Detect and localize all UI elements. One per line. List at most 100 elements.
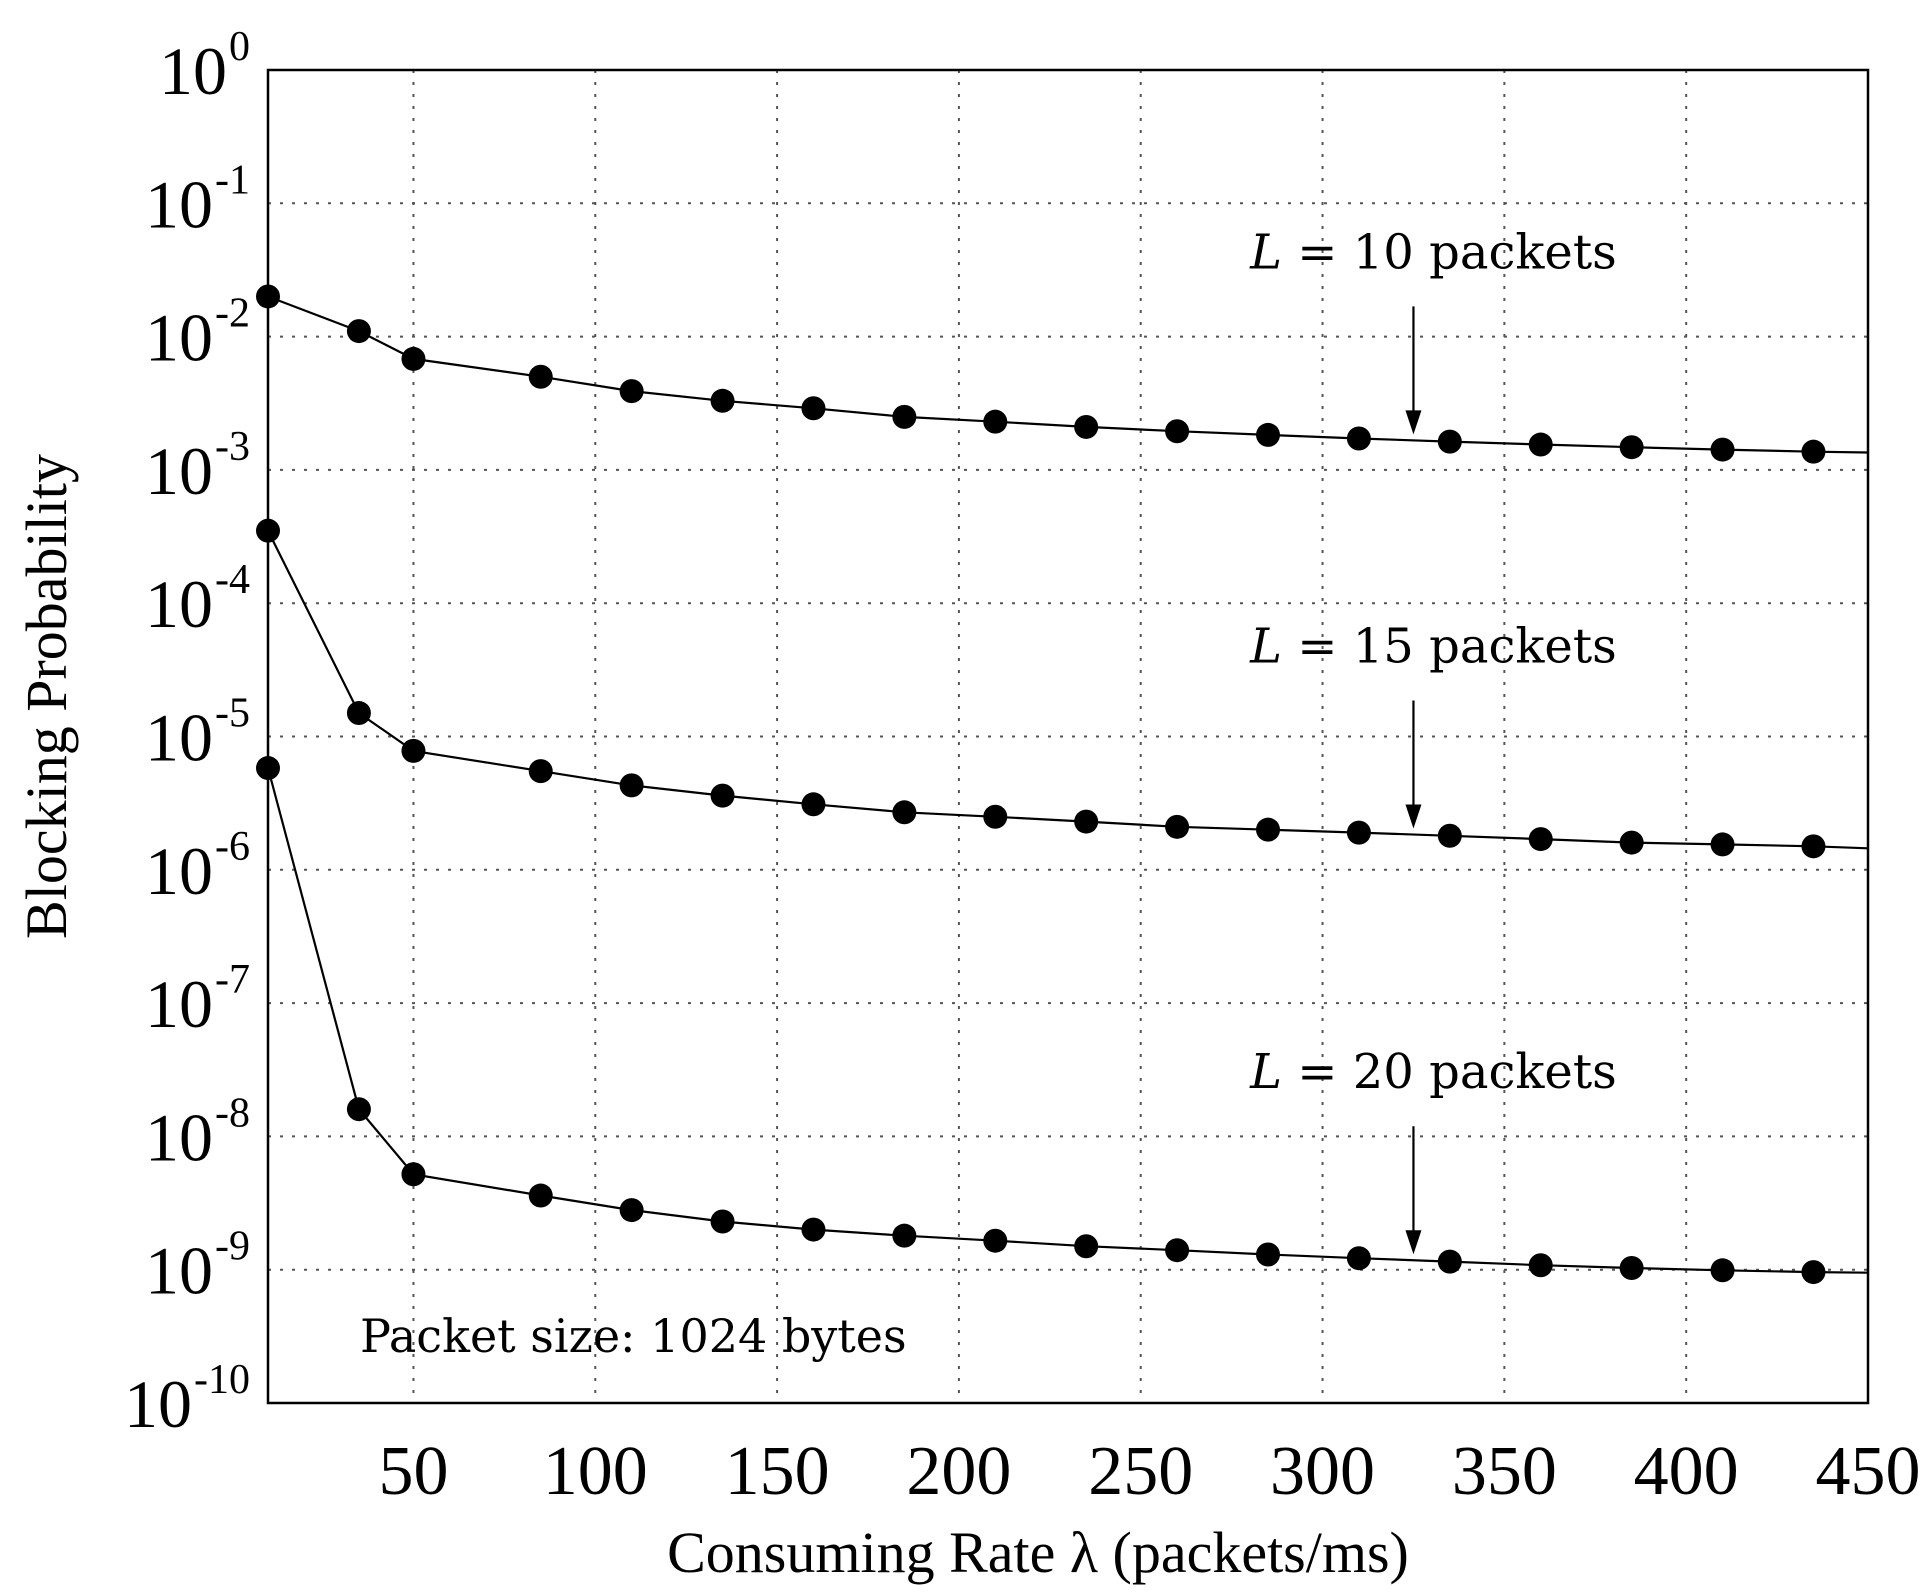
data-point [619, 379, 644, 404]
data-point [710, 388, 735, 413]
data-point [256, 284, 280, 309]
data-point [401, 1162, 426, 1187]
annotation-text: = 10 packets [1282, 224, 1617, 280]
data-point [1437, 1249, 1462, 1274]
data-point [1256, 422, 1280, 447]
y-tick-label: 10-3 [145, 424, 250, 509]
data-point [892, 1223, 917, 1248]
data-point [619, 773, 644, 798]
grid-lines [268, 70, 1868, 1403]
y-tick-base: 10 [145, 1099, 213, 1175]
y-tick-exponent: -8 [215, 1090, 250, 1136]
plot-area-frame [266, 68, 1870, 1405]
y-tick-label: 10-2 [145, 291, 250, 376]
data-point [401, 738, 426, 763]
y-tick-label: 10-9 [145, 1224, 250, 1309]
y-tick-label: 10-7 [145, 957, 250, 1042]
data-point [1165, 814, 1190, 839]
y-tick-base: 10 [145, 300, 213, 376]
y-tick-base: 10 [145, 700, 213, 776]
data-point [983, 804, 1008, 829]
y-tick-label: 10-4 [145, 557, 250, 642]
data-point [892, 800, 917, 825]
data-point [528, 759, 553, 784]
x-tick-label: 150 [725, 1433, 830, 1510]
data-point [1528, 1253, 1553, 1278]
data-point [401, 346, 426, 371]
data-point [528, 1183, 553, 1208]
data-point [1801, 439, 1826, 464]
data-point [1528, 827, 1553, 852]
x-tick-label: 400 [1634, 1433, 1739, 1510]
data-point [1619, 1255, 1644, 1280]
data-point [256, 756, 280, 781]
x-tick-label: 100 [543, 1433, 648, 1510]
y-tick-exponent: -5 [215, 691, 250, 737]
y-tick-exponent: -7 [215, 957, 250, 1003]
y-tick-exponent: -10 [194, 1357, 250, 1403]
y-tick-exponent: 0 [229, 24, 250, 70]
y-tick-label: 10-8 [145, 1090, 250, 1175]
y-tick-base: 10 [145, 166, 213, 242]
y-tick-base: 10 [145, 433, 213, 509]
annotation-arrow-head [1405, 804, 1422, 829]
y-tick-exponent: -2 [215, 291, 250, 337]
y-tick-exponent: -9 [215, 1224, 250, 1270]
data-point [1619, 435, 1644, 460]
annotation-label: L = 20 packets [1249, 1044, 1617, 1100]
annotation-label: L = 15 packets [1249, 619, 1617, 675]
y-tick-base: 10 [124, 1366, 192, 1442]
data-point [801, 792, 826, 817]
data-point [1710, 437, 1735, 462]
annotation-variable: L [1249, 619, 1282, 675]
data-point [346, 319, 371, 344]
packet-size-note: Packet size: 1024 bytes [360, 1309, 907, 1363]
data-point [710, 783, 735, 808]
data-point [1074, 1234, 1099, 1259]
data-point [1437, 823, 1462, 848]
y-tick-base: 10 [145, 833, 213, 909]
data-point [983, 1228, 1008, 1253]
annotation-arrow-head [1405, 1230, 1422, 1255]
y-tick-exponent: -6 [215, 824, 250, 870]
y-tick-base: 10 [145, 966, 213, 1042]
data-point [346, 701, 371, 726]
annotation-variable: L [1249, 1044, 1282, 1100]
y-tick-exponent: -1 [215, 157, 250, 203]
data-point [801, 1217, 826, 1242]
x-tick-label: 200 [906, 1433, 1011, 1510]
data-point [256, 518, 280, 543]
data-point [1074, 809, 1099, 834]
data-point [1346, 820, 1371, 845]
y-tick-exponent: -4 [215, 557, 250, 603]
y-tick-label: 10-1 [145, 157, 250, 242]
annotation-text: = 20 packets [1282, 1044, 1617, 1100]
y-axis-label: Blocking Probability [14, 454, 79, 939]
y-axis-ticks: 10010-110-210-310-410-510-610-710-810-91… [124, 24, 250, 1442]
y-tick-label: 10-6 [145, 824, 250, 909]
data-point [528, 364, 553, 389]
data-point [983, 409, 1008, 434]
x-tick-label: 350 [1452, 1433, 1557, 1510]
data-point [1256, 1242, 1280, 1267]
data-point [1346, 426, 1371, 451]
x-tick-label: 50 [378, 1433, 448, 1510]
y-tick-exponent: -3 [215, 424, 250, 470]
x-tick-label: 250 [1088, 1433, 1193, 1510]
data-point [1801, 1260, 1826, 1285]
y-tick-label: 10-10 [124, 1357, 250, 1442]
annotation-variable: L [1249, 224, 1282, 280]
data-point [1256, 817, 1280, 842]
data-point [1165, 419, 1190, 444]
data-point [1528, 432, 1553, 457]
annotation-label: L = 10 packets [1249, 224, 1617, 280]
x-axis-ticks: 50 100 150 200 250 300 350 400 450 [378, 1433, 1920, 1510]
data-point [619, 1198, 644, 1223]
data-point [801, 396, 826, 421]
data-point [1074, 414, 1099, 439]
x-tick-label: 450 [1816, 1433, 1921, 1510]
data-point [1801, 834, 1826, 859]
data-point [1710, 1258, 1735, 1283]
